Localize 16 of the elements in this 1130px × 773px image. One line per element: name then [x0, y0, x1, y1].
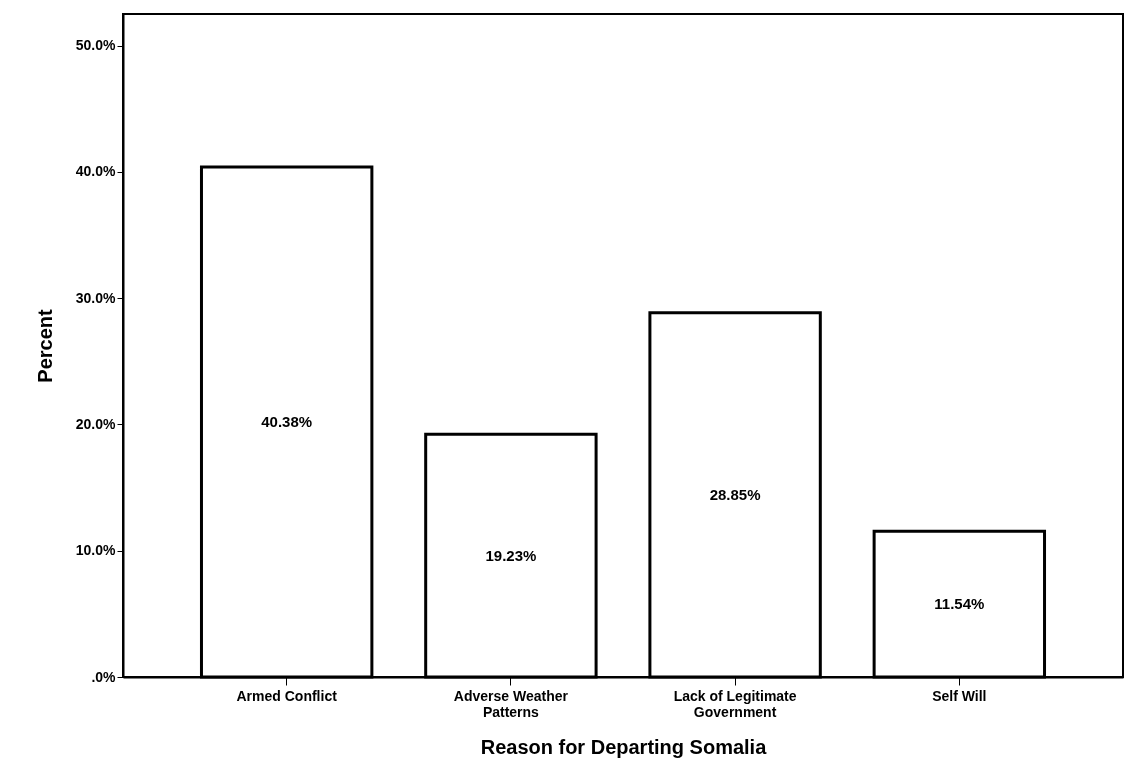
data-label: 11.54% [934, 595, 985, 613]
x-tick-label: Self Will [932, 687, 987, 704]
data-label: 28.85% [709, 485, 761, 503]
x-tick-label: Armed Conflict [236, 687, 338, 704]
y-tick-label: 30.0% [75, 289, 117, 306]
y-tick-label: .0% [91, 668, 117, 685]
y-tick-label: 20.0% [75, 415, 117, 432]
x-axis-title: Reason for Departing Somalia [480, 735, 768, 758]
data-label: 40.38% [261, 413, 313, 431]
x-tick-label: Lack of Legitimate Government [673, 687, 797, 720]
y-axis-title: Percent [33, 308, 56, 383]
y-tick-label: 50.0% [75, 37, 117, 54]
data-label: 19.23% [485, 546, 537, 564]
y-tick-label: 10.0% [75, 542, 117, 559]
y-tick-label: 40.0% [75, 163, 117, 180]
x-tick-label: Adverse Weather Patterns [453, 687, 569, 720]
